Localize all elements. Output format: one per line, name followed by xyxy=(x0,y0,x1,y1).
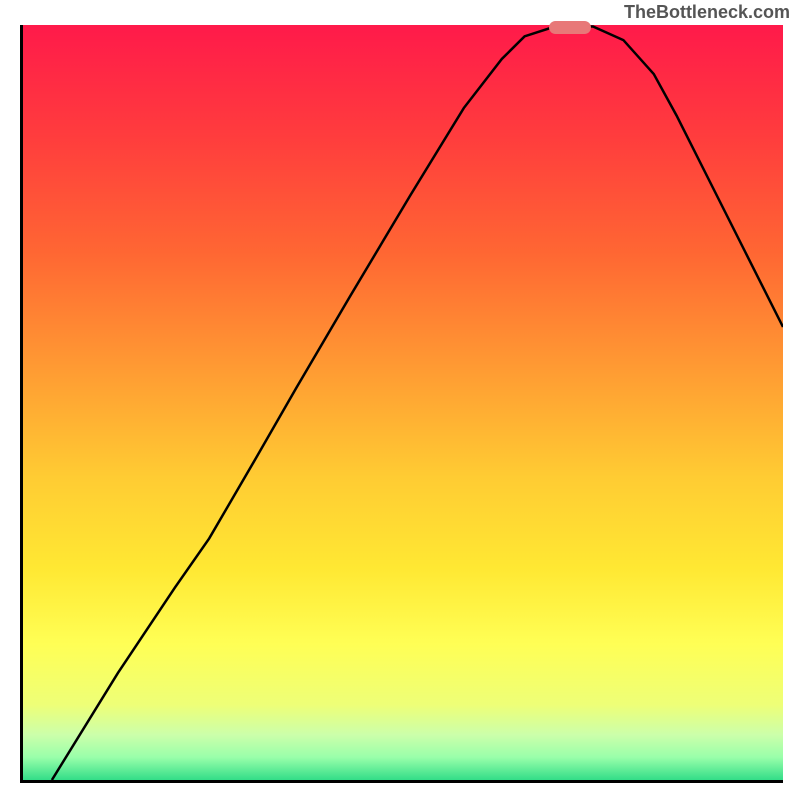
bottleneck-curve xyxy=(23,25,783,780)
chart-container: TheBottleneck.com xyxy=(0,0,800,800)
optimal-marker xyxy=(549,21,591,34)
plot-area xyxy=(20,25,783,783)
watermark-text: TheBottleneck.com xyxy=(624,2,790,23)
